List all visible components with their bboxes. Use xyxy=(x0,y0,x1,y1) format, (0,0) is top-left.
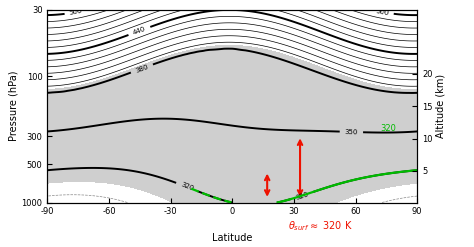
Text: 320: 320 xyxy=(295,191,310,201)
Text: 350: 350 xyxy=(345,129,358,135)
Text: 440: 440 xyxy=(132,26,146,36)
Text: 500: 500 xyxy=(375,8,389,16)
Text: 380: 380 xyxy=(135,63,149,74)
Y-axis label: Altitude (km): Altitude (km) xyxy=(435,74,445,138)
Text: 500: 500 xyxy=(69,8,83,16)
Text: 320: 320 xyxy=(180,182,194,192)
Y-axis label: Pressure (hPa): Pressure (hPa) xyxy=(9,71,19,142)
X-axis label: Latitude: Latitude xyxy=(212,233,253,243)
Text: 320: 320 xyxy=(380,124,396,133)
Text: $\theta_{surf}$$\approx$ 320 K: $\theta_{surf}$$\approx$ 320 K xyxy=(288,219,353,233)
